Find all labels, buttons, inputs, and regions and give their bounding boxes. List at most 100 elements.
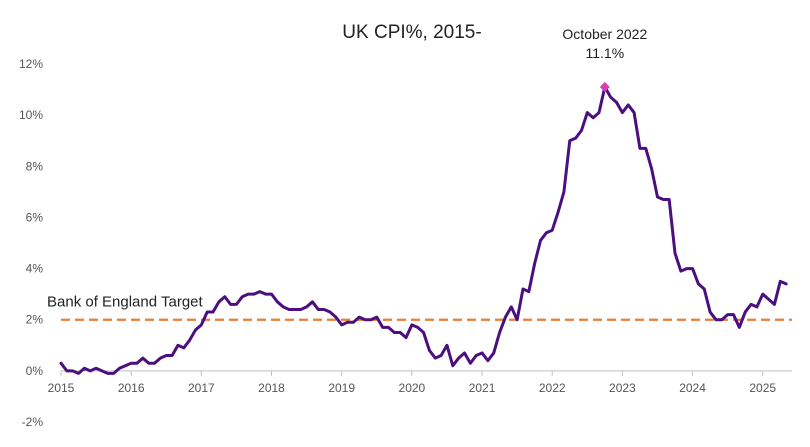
- cpi-data-points: [60, 86, 787, 374]
- cpi-data-point: [72, 370, 74, 372]
- cpi-data-point: [779, 280, 781, 282]
- x-tick-label: 2018: [258, 381, 285, 395]
- cpi-data-point: [458, 357, 460, 359]
- cpi-data-point: [329, 311, 331, 313]
- cpi-data-point: [738, 326, 740, 328]
- cpi-data-point: [703, 288, 705, 290]
- x-axis: 2015 2016 2017 2018 2019 2020 2021 2022 2023 2024…: [48, 370, 792, 395]
- cpi-data-point: [276, 301, 278, 303]
- cpi-data-point: [651, 168, 653, 170]
- cpi-data-point: [294, 308, 296, 310]
- cpi-data-point: [95, 367, 97, 369]
- cpi-data-point: [645, 147, 647, 149]
- cpi-data-point: [142, 357, 144, 359]
- cpi-data-point: [697, 283, 699, 285]
- cpi-data-point: [592, 117, 594, 119]
- cpi-data-point: [504, 316, 506, 318]
- y-tick-label: -2%: [22, 415, 44, 429]
- peak-value-label: 11.1%: [586, 45, 625, 61]
- cpi-data-point: [762, 293, 764, 295]
- y-axis: -2% 0% 2% 4% 6% 8% 10% 12%: [19, 57, 43, 429]
- cpi-data-point: [499, 332, 501, 333]
- x-tick-label: 2016: [118, 381, 145, 395]
- cpi-data-point: [586, 112, 588, 114]
- cpi-data-point: [727, 314, 729, 316]
- cpi-data-point: [481, 352, 483, 354]
- cpi-data-point: [733, 314, 734, 316]
- cpi-data-point: [218, 301, 220, 303]
- cpi-data-point: [405, 337, 407, 339]
- cpi-data-point: [288, 308, 290, 310]
- cpi-data-point: [352, 321, 354, 323]
- cpi-data-point: [545, 232, 547, 234]
- cpi-data-point: [750, 303, 752, 305]
- cpi-data-point: [674, 252, 676, 254]
- cpi-data-point: [376, 316, 378, 318]
- cpi-data-point: [107, 372, 109, 374]
- cpi-data-point: [259, 291, 261, 293]
- cpi-data-point: [393, 332, 395, 333]
- cpi-data-point: [60, 362, 62, 364]
- cpi-data-point: [756, 306, 758, 308]
- cpi-data-point: [417, 326, 419, 328]
- cpi-data-point: [271, 293, 273, 295]
- x-tick-label: 2023: [609, 381, 636, 395]
- cpi-data-point: [78, 372, 80, 374]
- cpi-data-point: [423, 332, 425, 333]
- cpi-data-point: [656, 196, 658, 198]
- x-tick-label: 2019: [328, 381, 355, 395]
- cpi-data-point: [136, 362, 138, 364]
- cpi-data-point: [411, 324, 413, 326]
- chart-title: UK CPI%, 2015-: [342, 22, 481, 43]
- cpi-data-point: [768, 298, 770, 300]
- cpi-data-point: [370, 319, 372, 321]
- cpi-data-point: [721, 319, 723, 321]
- cpi-data-point: [446, 344, 448, 346]
- cpi-data-point: [493, 352, 495, 354]
- cpi-data-point: [528, 291, 530, 293]
- cpi-data-point: [306, 306, 308, 308]
- cpi-data-point: [347, 321, 349, 323]
- y-tick-label: 10%: [19, 108, 43, 122]
- cpi-data-point: [247, 293, 249, 295]
- cpi-data-point: [522, 288, 524, 290]
- cpi-data-point: [744, 311, 746, 313]
- cpi-data-point: [195, 329, 196, 331]
- cpi-data-point: [165, 355, 167, 357]
- x-tick-label: 2024: [679, 381, 706, 395]
- cpi-data-point: [265, 293, 267, 295]
- cpi-data-point: [323, 308, 325, 310]
- cpi-data-point: [616, 101, 618, 103]
- cpi-data-point: [551, 229, 553, 231]
- cpi-data-point: [241, 296, 243, 298]
- cpi-data-point: [633, 112, 635, 114]
- cpi-data-point: [335, 316, 337, 318]
- cpi-data-point: [715, 319, 717, 321]
- cpi-data-point: [311, 301, 313, 303]
- cpi-data-point: [668, 199, 670, 201]
- cpi-data-point: [773, 303, 775, 305]
- cpi-series-line: [59, 85, 788, 375]
- cpi-data-point: [212, 311, 214, 313]
- y-tick-label: 0%: [26, 364, 44, 378]
- cpi-data-point: [662, 199, 664, 201]
- cpi-data-point: [487, 360, 489, 362]
- y-tick-label: 8%: [26, 159, 44, 173]
- cpi-data-point: [387, 326, 389, 328]
- y-tick-label: 12%: [19, 57, 43, 71]
- target-label: Bank of England Target: [47, 294, 204, 311]
- target-line-group: Bank of England Target: [47, 294, 792, 321]
- y-tick-label: 2%: [26, 313, 44, 327]
- cpi-data-point: [189, 339, 191, 341]
- cpi-data-point: [113, 372, 115, 374]
- cpi-data-point: [66, 370, 68, 372]
- cpi-data-point: [183, 347, 185, 349]
- cpi-data-point: [627, 104, 629, 106]
- cpi-data-point: [569, 140, 571, 142]
- cpi-data-point: [680, 270, 682, 272]
- x-tick-label: 2025: [749, 381, 776, 395]
- cpi-data-point: [124, 365, 126, 367]
- cpi-data-point: [341, 324, 343, 326]
- cpi-data-point: [639, 147, 641, 149]
